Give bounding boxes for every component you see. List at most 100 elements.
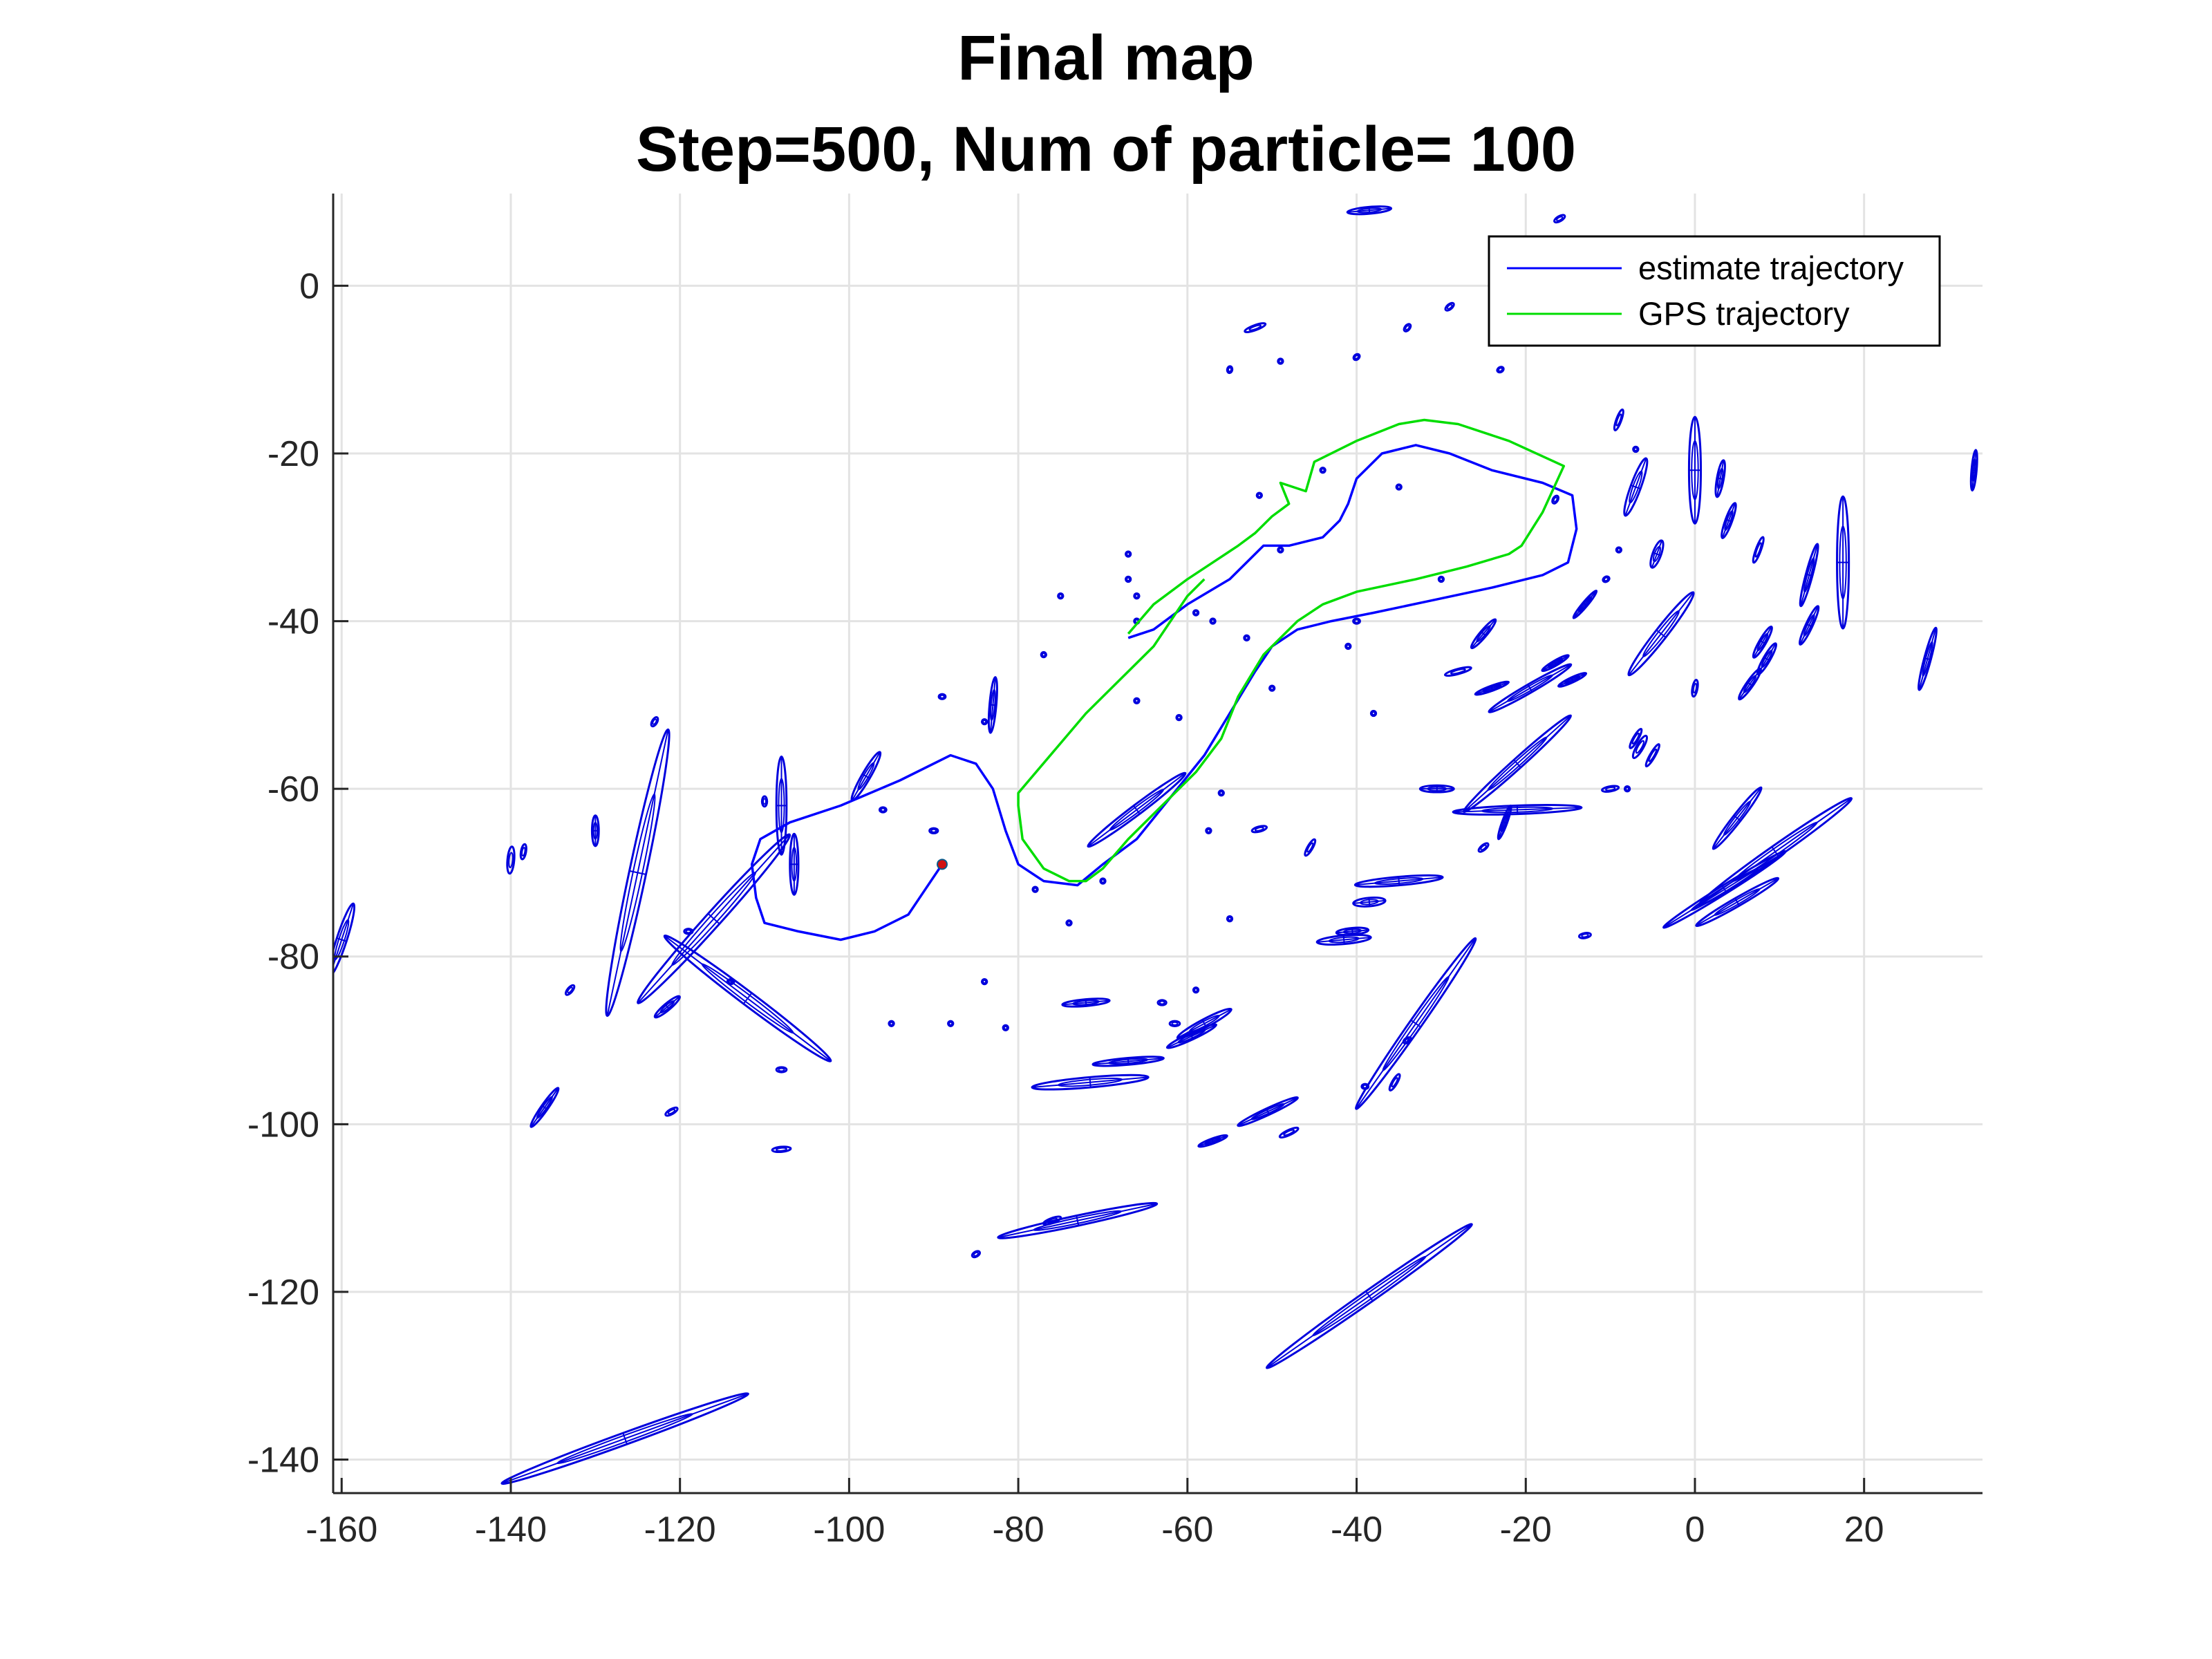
landmark-ellipse-outline xyxy=(1217,789,1225,797)
landmark-ellipse xyxy=(980,977,988,986)
landmark-ellipse xyxy=(1125,575,1132,583)
landmark-ellipse-outline xyxy=(1360,1082,1370,1090)
landmark-ellipse xyxy=(529,1087,560,1128)
legend: estimate trajectory GPS trajectory xyxy=(1488,235,1941,347)
landmark-ellipse-outline xyxy=(1577,932,1592,939)
landmark-ellipse-inner xyxy=(1306,842,1314,853)
landmark-ellipse-inner xyxy=(1648,748,1658,762)
landmark-ellipse xyxy=(1662,850,1787,929)
landmark-minor-axis xyxy=(1351,928,1353,935)
landmark-ellipse xyxy=(1209,617,1217,625)
landmark-ellipse-inner xyxy=(1134,594,1139,599)
landmark-minor-axis xyxy=(1759,639,1766,645)
landmark-ellipse-inner xyxy=(1498,367,1503,372)
landmark-ellipse xyxy=(1268,684,1276,692)
y-tick-label: -140 xyxy=(247,1440,319,1480)
landmark-ellipse xyxy=(1496,366,1505,374)
landmark-ellipse xyxy=(1165,1023,1217,1049)
landmark-ellipse xyxy=(1541,654,1570,673)
landmark-minor-axis xyxy=(1085,999,1087,1006)
landmark-ellipse xyxy=(760,795,769,808)
landmark-ellipse-outline xyxy=(1553,214,1566,224)
landmark-ellipse-inner xyxy=(1581,933,1589,938)
landmark-ellipse-inner xyxy=(1067,921,1071,926)
landmark-minor-axis xyxy=(1924,657,1931,661)
landmark-ellipse xyxy=(1488,663,1573,713)
landmark-ellipse-outline xyxy=(1133,592,1141,600)
landmark-ellipse xyxy=(947,1020,955,1027)
landmark-ellipse xyxy=(1125,550,1132,558)
landmark-ellipse xyxy=(1099,877,1107,885)
landmark-minor-axis xyxy=(1527,684,1533,693)
axes xyxy=(332,194,1983,1494)
landmark-ellipse xyxy=(1623,457,1649,517)
x-tick-label: 20 xyxy=(1844,1510,1884,1550)
landmark-ellipse-inner xyxy=(1633,447,1638,451)
landmark-ellipse-outline xyxy=(1369,709,1378,718)
landmark-ellipse-outline xyxy=(1601,785,1620,793)
landmark-ellipse-inner xyxy=(1320,468,1325,473)
landmark-ellipse-inner xyxy=(1362,1084,1368,1089)
trajectory-lines xyxy=(750,418,1578,941)
landmark-ellipse xyxy=(1237,1096,1299,1127)
landmark-ellipse xyxy=(1738,667,1762,701)
landmark-ellipse-outline xyxy=(888,1020,895,1027)
landmark-ellipse-inner xyxy=(1450,668,1466,675)
landmark-minor-axis xyxy=(664,1004,671,1010)
landmark-ellipse xyxy=(1133,697,1141,704)
landmark-minor-axis xyxy=(1189,1033,1194,1040)
landmark-ellipse-outline xyxy=(1477,842,1490,853)
tick-labels: -160 -140 -120 -100 -80 -60 -40 -20 0 20 0 -20 -40 -6… xyxy=(247,266,1884,1550)
start-position-marker xyxy=(936,859,948,870)
landmark-ellipse xyxy=(1335,926,1370,937)
landmark-minor-axis xyxy=(1582,602,1588,607)
landmark-ellipse xyxy=(1091,1056,1165,1067)
landmark-ellipse xyxy=(1168,1020,1181,1027)
landmark-ellipse xyxy=(1255,491,1264,499)
landmark-ellipse-outline xyxy=(564,984,576,996)
landmark-ellipse-outline xyxy=(1629,727,1643,749)
landmark-ellipse xyxy=(564,984,576,996)
landmark-ellipse xyxy=(1265,1223,1473,1369)
landmark-ellipse-outline xyxy=(1615,546,1623,554)
landmark-minor-axis xyxy=(1571,677,1575,683)
landmark-ellipse-inner xyxy=(1405,325,1410,330)
landmark-ellipse-outline xyxy=(1156,999,1168,1006)
landmark-ellipse xyxy=(605,728,671,1018)
landmark-ellipse xyxy=(1551,494,1559,505)
landmark-ellipse xyxy=(1452,804,1583,816)
landmark-ellipse-inner xyxy=(939,694,945,699)
landmark-ellipse xyxy=(987,676,998,734)
landmark-ellipse-outline xyxy=(1752,536,1765,564)
landmark-ellipse xyxy=(1352,353,1361,362)
landmark-ellipse xyxy=(1133,592,1141,600)
landmark-ellipse xyxy=(1360,1082,1370,1090)
landmark-ellipse-outline xyxy=(971,1250,982,1259)
landmark-ellipse xyxy=(1629,727,1643,749)
landmark-minor-axis xyxy=(1763,656,1770,662)
landmark-ellipse xyxy=(1577,932,1592,939)
landmark-ellipse xyxy=(1712,786,1763,850)
landmark-ellipse-inner xyxy=(1754,542,1762,558)
landmark-ellipse-outline xyxy=(1057,592,1065,600)
landmark-ellipse xyxy=(1602,575,1611,583)
x-tick-label: -160 xyxy=(306,1510,377,1550)
landmark-ellipse-inner xyxy=(1219,791,1224,796)
landmark-ellipse-inner xyxy=(1625,787,1630,791)
landmark-ellipse xyxy=(1477,842,1490,853)
landmark-ellipse-inner xyxy=(1047,1217,1058,1224)
landmark-ellipse xyxy=(1474,680,1510,696)
landmark-ellipse xyxy=(590,814,600,847)
landmark-ellipse-inner xyxy=(1404,1038,1411,1043)
landmark-ellipse-inner xyxy=(778,1067,785,1072)
landmark-ellipse xyxy=(1226,915,1234,923)
landmark-ellipse xyxy=(1627,591,1695,677)
landmark-ellipse xyxy=(1352,617,1361,625)
landmark-ellipse-inner xyxy=(1100,879,1105,883)
landmark-minor-axis xyxy=(1490,685,1494,691)
landmark-minor-axis xyxy=(541,1105,548,1110)
landmark-ellipse-outline xyxy=(1602,575,1611,583)
landmark-ellipse-inner xyxy=(973,1251,980,1257)
landmark-minor-axis xyxy=(622,1432,628,1445)
x-tick-label: -100 xyxy=(813,1510,885,1550)
